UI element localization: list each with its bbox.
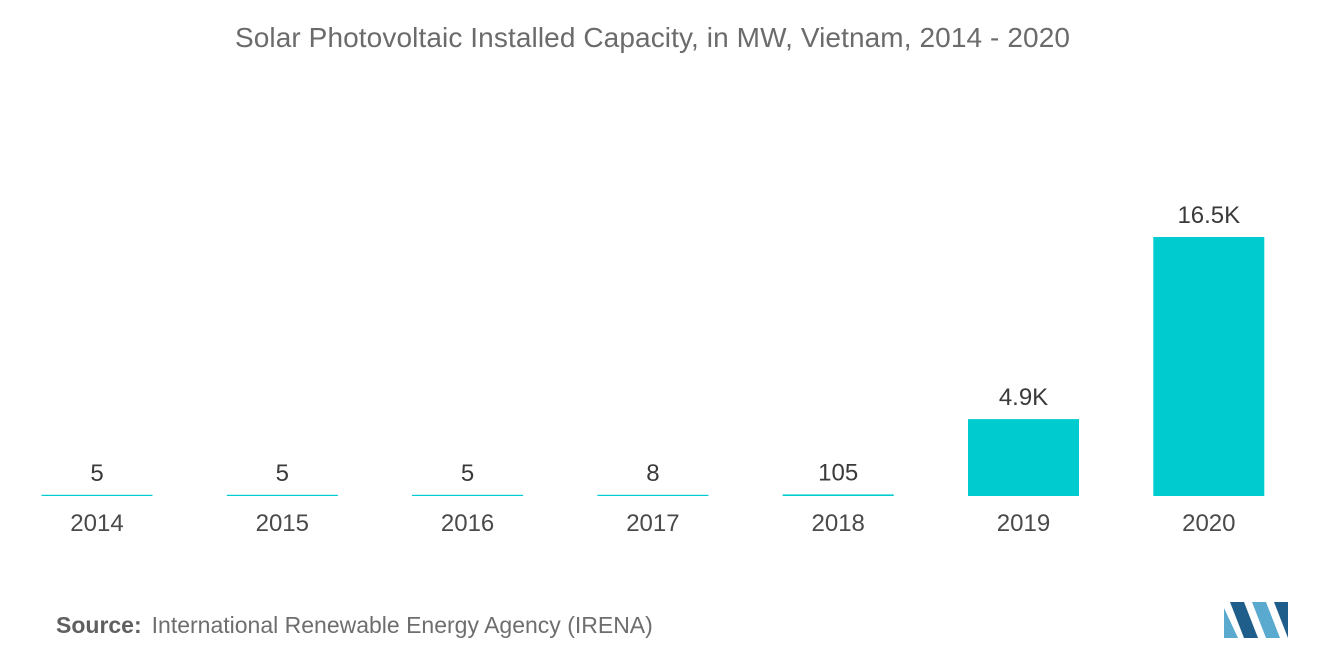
value-label-2014: 5 — [90, 460, 103, 487]
value-label-2015: 5 — [276, 460, 289, 487]
category-label-2017: 2017 — [626, 510, 679, 537]
bars-layer — [41, 237, 1265, 496]
chart-title: Solar Photovoltaic Installed Capacity, i… — [234, 22, 1071, 53]
value-label-2020: 16.5K — [1177, 202, 1240, 229]
source-label: Source: — [56, 612, 142, 638]
value-label-2018: 105 — [818, 459, 858, 486]
category-label-2016: 2016 — [441, 510, 494, 537]
value-labels-layer: 5 5 5 8 105 4.9K 16.5K — [90, 202, 1240, 487]
source-text: International Renewable Energy Agency (I… — [151, 612, 653, 638]
bar-2014 — [41, 494, 153, 496]
bar-2019 — [968, 419, 1079, 496]
value-label-2019: 4.9K — [999, 384, 1048, 411]
category-labels-layer: 2014 2015 2016 2017 2018 2019 2020 — [70, 510, 1235, 537]
category-label-2015: 2015 — [256, 510, 309, 537]
bar-2018 — [782, 494, 894, 496]
category-label-2014: 2014 — [70, 510, 123, 537]
bar-2016 — [412, 494, 524, 496]
bar-2020 — [1153, 237, 1265, 496]
mordor-intelligence-logo-icon — [1224, 602, 1288, 638]
source-note: Source: International Renewable Energy Ag… — [56, 612, 653, 639]
bar-2017 — [597, 494, 709, 496]
category-label-2018: 2018 — [812, 510, 865, 537]
bar-2015 — [226, 494, 338, 496]
category-label-2019: 2019 — [997, 510, 1050, 537]
value-label-2016: 5 — [461, 460, 474, 487]
category-label-2020: 2020 — [1182, 510, 1235, 537]
value-label-2017: 8 — [646, 460, 659, 487]
